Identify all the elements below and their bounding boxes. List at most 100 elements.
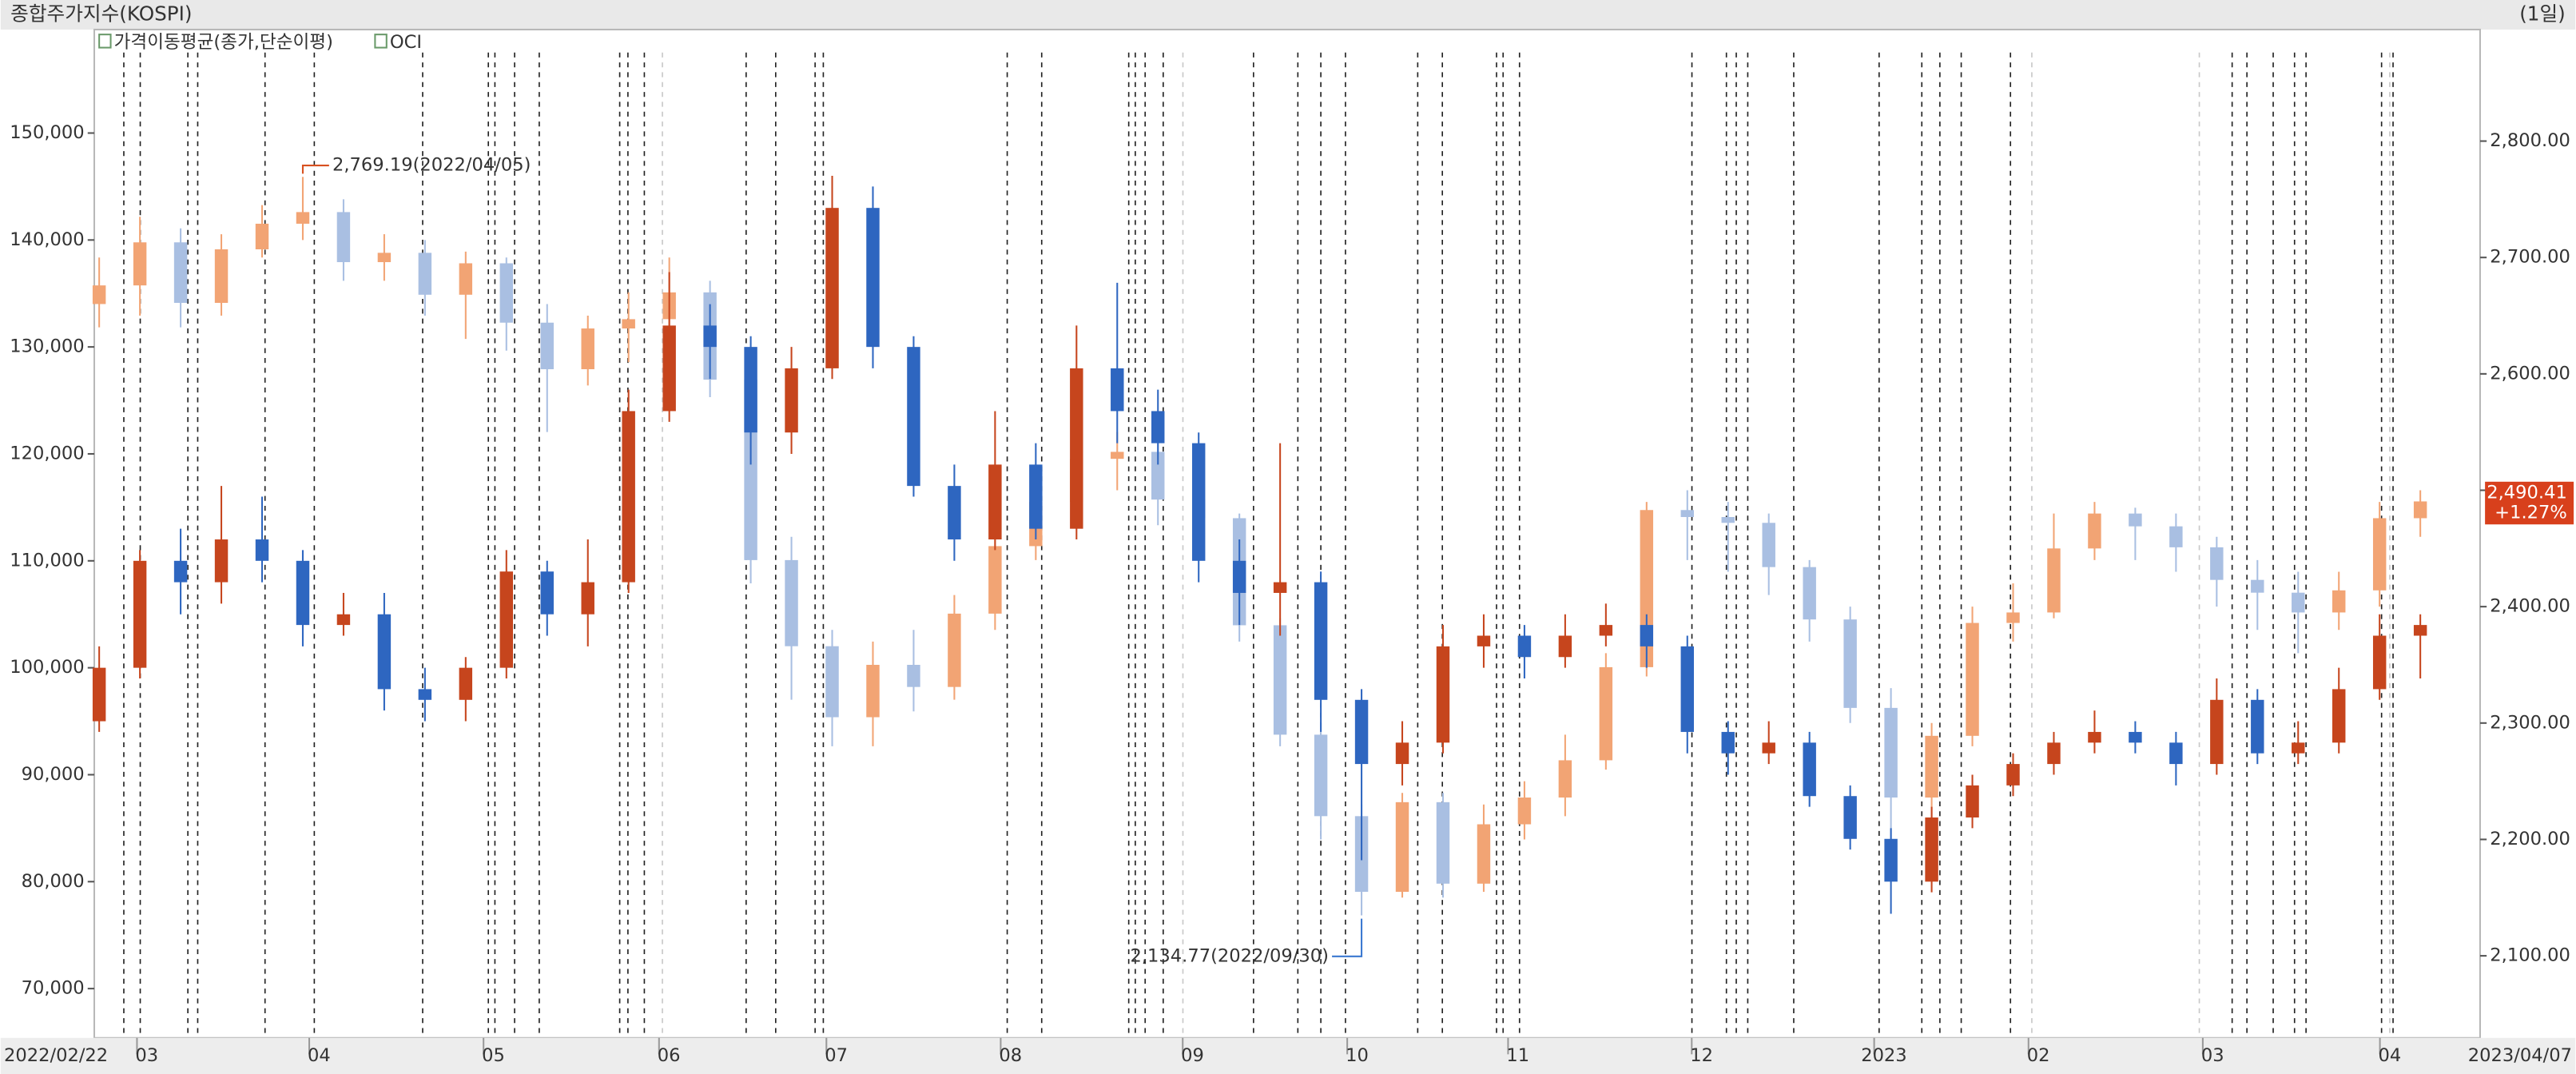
candle-body [2129, 731, 2142, 743]
x-tick-label: 11 [1506, 1045, 1529, 1066]
candle-body [418, 689, 432, 700]
candle-body [2210, 699, 2224, 765]
candle-body [1477, 824, 1491, 884]
candle-body [173, 242, 188, 304]
candle-body [866, 664, 880, 718]
candle-body [1680, 646, 1695, 732]
candle-body [785, 368, 798, 433]
candle-body [1477, 635, 1491, 646]
annotation: 2,134.77(2022/09/30) [1130, 945, 1328, 966]
candle-body [255, 223, 269, 250]
title-bar [0, 0, 2576, 30]
candle-body [2088, 513, 2101, 549]
candle-body [1803, 742, 1816, 797]
x-end-label: 2023/04/07 [2468, 1045, 2572, 1066]
x-start-label: 2022/02/22 [4, 1045, 108, 1066]
candle-body [1558, 635, 1572, 658]
candle-body [2047, 548, 2061, 613]
candle-body [1314, 734, 1328, 817]
x-tick-label: 03 [135, 1045, 158, 1066]
candle-body [336, 614, 351, 626]
candle-body [825, 646, 839, 718]
candle-body [1640, 625, 1654, 646]
candle-body [2169, 742, 2183, 765]
y-tick-label: 80,000 [22, 871, 85, 892]
candle-body [1111, 451, 1124, 459]
candle-body [540, 322, 554, 370]
y-tick-label: 130,000 [10, 336, 84, 357]
y2-tick-label: 2,600.00 [2490, 363, 2570, 384]
candle-body [1029, 464, 1043, 529]
candle-body [1517, 635, 1532, 658]
candle-body [1070, 368, 1083, 529]
candle-body [948, 486, 961, 540]
candle-body [1721, 731, 1735, 754]
candle-body [1599, 666, 1613, 761]
x-tick-label: 07 [825, 1045, 848, 1066]
candle-body [1762, 523, 1775, 567]
annotation-arrow [301, 165, 329, 174]
candle-body [1314, 582, 1328, 700]
candle-body [133, 560, 147, 668]
candle-body [459, 263, 473, 295]
candle-body [1884, 838, 1898, 882]
x-tick-label: 03 [2201, 1045, 2224, 1066]
legend-icon [98, 34, 112, 49]
last-price: 2,490.41 [2487, 483, 2567, 503]
candle-body [744, 347, 757, 433]
candle-body [2292, 742, 2305, 754]
candle-body [2413, 625, 2427, 636]
y2-tick-label: 2,200.00 [2490, 829, 2570, 849]
candle-body [1151, 451, 1165, 500]
candle-body [1273, 625, 1287, 735]
candle-body [622, 411, 635, 583]
candle-body [1803, 567, 1816, 620]
candle-body [1111, 368, 1124, 412]
candle-body [1151, 411, 1165, 444]
y2-tick-label: 2,400.00 [2490, 596, 2570, 617]
candle-body [1395, 802, 1409, 892]
candle-body [907, 347, 920, 487]
candle-body [2047, 742, 2061, 765]
x-tick-label: 2023 [1861, 1045, 1907, 1066]
candle-body [581, 328, 594, 370]
chart-title: 종합주가지수(KOSPI) [10, 2, 192, 25]
candle-body [92, 285, 106, 304]
candle-body [214, 539, 229, 583]
candle-body [1436, 802, 1450, 884]
candle-body [662, 325, 676, 412]
candle-body [2332, 590, 2346, 613]
annotation-arrow [1332, 918, 1363, 957]
x-tick-label: 04 [2379, 1045, 2402, 1066]
candle-body [2169, 526, 2183, 547]
candle-body [1436, 646, 1450, 743]
candle-body [377, 614, 392, 690]
candle-body [1843, 796, 1857, 839]
candle-body [1232, 560, 1246, 593]
y2-tick-label: 2,100.00 [2490, 945, 2570, 966]
x-tick-label: 09 [1181, 1045, 1204, 1066]
candle-body [2210, 547, 2224, 580]
candle-body [866, 208, 880, 348]
y-tick-label: 110,000 [10, 550, 84, 571]
last-price-box [2485, 481, 2574, 525]
candle-body [907, 664, 920, 687]
y2-tick-label: 2,700.00 [2490, 247, 2570, 268]
candle-body [2006, 612, 2020, 623]
y-tick-label: 150,000 [10, 122, 84, 143]
x-tick-label: 02 [2027, 1045, 2050, 1066]
candle-body [1884, 707, 1898, 798]
candle-body [1354, 699, 1369, 765]
candle-body [1762, 742, 1775, 754]
candle-body [499, 571, 514, 668]
candle-body [1966, 785, 1979, 817]
candle-body [703, 325, 717, 348]
y2-tick-label: 2,300.00 [2490, 712, 2570, 733]
candle-body [540, 571, 554, 615]
candle-body [133, 242, 147, 286]
candle-body [92, 667, 106, 722]
candle-body [948, 613, 961, 687]
x-tick-label: 06 [658, 1045, 681, 1066]
candle-body [255, 539, 269, 561]
